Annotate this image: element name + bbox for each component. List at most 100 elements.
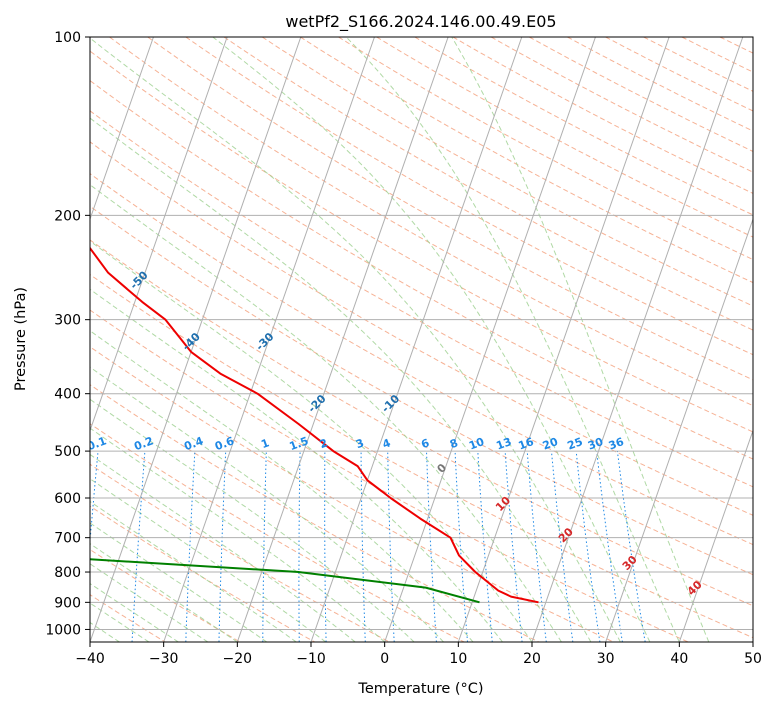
x-tick-label: −10: [296, 651, 326, 667]
mixing-ratio-line: [90, 451, 99, 547]
dry-adiabat-line: [90, 594, 166, 642]
mixing-ratio-line: [504, 451, 523, 642]
moist-adiabat-line: [90, 117, 592, 642]
x-tick-label: −20: [223, 651, 253, 667]
mixing-ratio-label: 3: [354, 436, 366, 451]
moist-adiabat-line: [90, 522, 268, 642]
dry-adiabat-line: [90, 463, 390, 642]
isotherm-line: [384, 37, 596, 642]
y-tick-label: 100: [54, 30, 81, 46]
plot-frame: [89, 36, 754, 643]
isotherm-line: [236, 37, 449, 642]
isotherm-line: [90, 37, 302, 642]
isotherm-line: [752, 640, 753, 642]
plot-area: [90, 37, 753, 642]
x-tick-label: −40: [75, 651, 105, 667]
mixing-ratio-line: [551, 451, 574, 642]
y-axis: 100 200 300 400 500 600 700 800 900 1000: [45, 30, 90, 638]
sounding-profiles: [90, 246, 539, 604]
x-tick-label: 40: [670, 651, 688, 667]
x-tick-label: −30: [149, 651, 179, 667]
x-tick-label: 30: [597, 651, 615, 667]
y-tick-label: 400: [54, 387, 81, 403]
moist-adiabat-line: [90, 240, 533, 642]
y-tick-label: 900: [54, 595, 81, 611]
mixing-ratio-line: [477, 451, 493, 642]
x-tick-label: 50: [744, 651, 762, 667]
dry-adiabat-line: [223, 37, 753, 331]
isotherm-line: [678, 429, 753, 642]
x-axis: −40 −30 −20 −10 0 10 20 30 40 50: [75, 642, 762, 667]
moist-adiabat-line: [90, 184, 562, 642]
moist-adiabat-line: [90, 453, 356, 642]
mixing-ratio-label: 0.2: [132, 434, 155, 453]
moist-adiabat-line: [90, 37, 621, 642]
mixing-ratio-label: 0.6: [213, 434, 236, 453]
dry-adiabat-line: [109, 37, 753, 407]
mixing-ratio-label: 6: [419, 436, 431, 451]
mixing-ratio-label: 13: [494, 435, 513, 452]
x-tick-label: 0: [380, 651, 389, 667]
line-labels: 0.10.20.40.611.52346810131620253036-100-…: [16, 167, 705, 598]
dry-adiabat-line: [90, 50, 753, 433]
mixing-ratio-label: 10: [467, 435, 486, 453]
dry-adiabat-line: [90, 423, 465, 642]
moist-adiabat-line: [90, 366, 444, 642]
isotherm-line: [90, 37, 154, 221]
dry-adiabat-line: [90, 384, 540, 642]
moist-adiabat-line: [90, 398, 415, 642]
dry-adiabat-line: [90, 79, 753, 460]
y-tick-label: 1000: [45, 622, 81, 638]
moist-adiabat-line: [90, 563, 209, 642]
mixing-ratio-label: 4: [381, 436, 393, 451]
dry-adiabat-line: [90, 173, 753, 546]
y-tick-label: 300: [54, 313, 81, 329]
mixing-ratio-line: [596, 451, 623, 642]
mixing-ratio-label: 1: [259, 436, 271, 451]
mixing-ratio-label: 8: [448, 436, 460, 451]
y-tick-label: 700: [54, 531, 81, 547]
dry-adiabat-line: [90, 205, 753, 576]
isotherm-line: [0, 37, 6, 642]
moist-adiabat-line: [90, 427, 386, 642]
grid-lines: [0, 37, 753, 642]
mixing-ratio-label: 0.4: [182, 434, 205, 453]
moist-adiabat-line: [90, 500, 297, 642]
isotherm-line: [163, 37, 375, 642]
y-tick-label: 800: [54, 565, 81, 581]
moist-adiabat-line: [90, 582, 179, 642]
mixing-ratio-label: 1.5: [288, 434, 311, 453]
isotherm-line: [310, 37, 523, 642]
mixing-ratio-label: 20: [541, 435, 560, 453]
temperature-profile-line: [90, 246, 539, 604]
moist-adiabat-line: [451, 37, 710, 642]
y-tick-label: 600: [54, 491, 81, 507]
mixing-ratio-label: 36: [607, 435, 626, 453]
moist-adiabat-line: [90, 478, 327, 642]
mixing-ratio-label: 30: [586, 435, 605, 453]
isotherm-line: [605, 217, 753, 642]
isotherm-label: -60: [54, 268, 77, 291]
x-tick-label: 20: [523, 651, 541, 667]
dry-adiabat-line: [185, 37, 753, 356]
mixing-ratio-line: [616, 451, 646, 642]
mixing-ratio-label: 25: [566, 435, 585, 452]
mixing-ratio-line: [526, 451, 547, 642]
mixing-ratio-line: [575, 451, 601, 642]
x-axis-title: Temperature (°C): [357, 681, 483, 697]
moist-adiabat-line: [345, 37, 680, 642]
isotherm-label: -70: [16, 167, 39, 190]
mixing-ratio-label: 2: [318, 436, 330, 451]
y-axis-title: Pressure (hPa): [13, 287, 29, 391]
moist-adiabat-line: [90, 543, 238, 642]
dry-adiabat-line: [90, 548, 241, 642]
dry-adiabat-line: [300, 37, 753, 284]
y-tick-label: 500: [54, 444, 81, 460]
chart-title: wetPf2_S166.2024.146.00.49.E05: [285, 12, 556, 32]
mixing-ratio-label: 16: [517, 435, 536, 453]
moist-adiabat-line: [90, 330, 474, 642]
x-tick-label: 10: [449, 651, 467, 667]
isotherm-line: [0, 37, 80, 642]
dry-adiabat-line: [90, 239, 753, 607]
